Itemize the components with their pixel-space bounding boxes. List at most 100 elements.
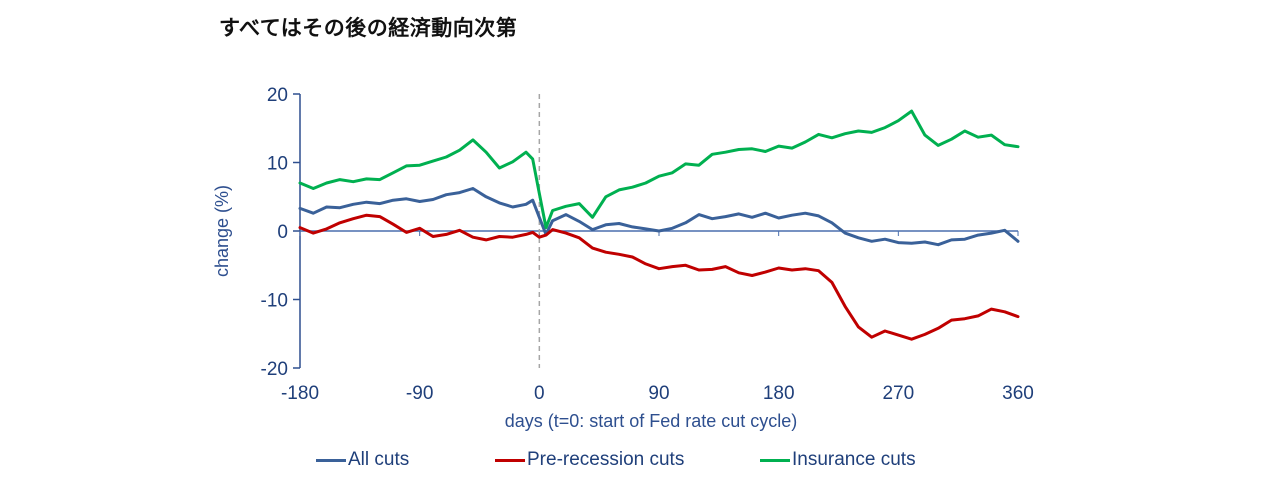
data-point-all-cuts [777,216,780,220]
data-point-insurance-cuts [617,188,621,192]
data-point-all-cuts [976,233,980,237]
data-point-all-cuts [764,212,767,215]
data-point-insurance-cuts [484,151,488,154]
data-point-insurance-cuts [883,126,887,129]
data-point-all-cuts [312,212,315,215]
data-point-all-cuts [352,203,355,206]
data-point-pre-recession-cuts [750,274,754,277]
data-point-insurance-cuts [544,226,548,229]
y-tick-label: 10 [267,154,288,175]
legend-item-insurance-cuts: Insurance cuts [760,449,916,471]
data-point-pre-recession-cuts [737,271,740,274]
data-point-pre-recession-cuts [764,270,767,274]
data-point-insurance-cuts [976,136,980,139]
data-point-all-cuts [325,205,328,209]
data-point-pre-recession-cuts [817,269,820,272]
data-point-insurance-cuts [724,151,727,154]
data-point-pre-recession-cuts [418,227,421,230]
legend: All cuts Pre-recession cuts Insurance cu… [0,449,1263,475]
data-point-insurance-cuts [445,155,448,159]
data-point-pre-recession-cuts [511,236,514,239]
data-point-all-cuts [564,213,568,216]
data-point-insurance-cuts [631,186,634,189]
data-point-pre-recession-cuts [804,267,807,270]
data-point-all-cuts [950,238,953,242]
data-point-insurance-cuts [564,205,568,208]
x-axis-title: days (t=0: start of Fed rate cut cycle) [505,411,798,431]
data-point-all-cuts [644,227,647,231]
data-point-pre-recession-cuts [1003,310,1006,313]
data-point-all-cuts [405,197,408,200]
data-point-all-cuts [445,193,448,196]
data-point-pre-recession-cuts [551,228,554,231]
data-point-all-cuts [551,219,554,222]
data-point-all-cuts [604,223,607,226]
data-point-insurance-cuts [604,195,607,198]
data-point-pre-recession-cuts [352,217,355,220]
data-point-all-cuts [431,198,435,201]
data-point-pre-recession-cuts [391,223,395,226]
data-point-all-cuts [498,201,501,205]
x-tick-label: 0 [534,383,545,404]
data-point-all-cuts [511,205,514,209]
data-point-insurance-cuts [657,175,661,178]
x-tick-label: -180 [281,383,319,404]
data-point-pre-recession-cuts [617,253,621,256]
data-point-insurance-cuts [524,151,528,154]
data-point-all-cuts [963,238,966,241]
data-point-pre-recession-cuts [631,255,634,259]
data-point-pre-recession-cuts [531,231,534,234]
legend-swatch-all-cuts [316,458,346,462]
data-point-insurance-cuts [471,138,475,142]
data-point-all-cuts [737,212,740,216]
data-point-insurance-cuts [431,159,435,163]
data-point-insurance-cuts [1016,145,1020,148]
data-point-pre-recession-cuts [405,231,408,234]
data-point-insurance-cuts [591,216,594,219]
data-point-insurance-cuts [511,160,514,163]
data-point-pre-recession-cuts [976,314,980,318]
data-point-insurance-cuts [365,177,368,181]
data-point-all-cuts [804,212,807,215]
data-point-all-cuts [697,213,701,216]
data-point-all-cuts [790,214,794,217]
data-point-all-cuts [631,225,634,229]
data-point-insurance-cuts [644,181,647,185]
data-point-insurance-cuts [405,164,408,168]
data-point-all-cuts [910,242,913,245]
data-point-pre-recession-cuts [910,338,913,341]
data-point-pre-recession-cuts [564,231,568,235]
data-point-all-cuts [817,214,820,218]
y-tick-label: 20 [267,85,288,106]
data-point-pre-recession-cuts [458,229,461,232]
data-point-insurance-cuts [830,136,834,139]
data-point-insurance-cuts [790,146,794,150]
data-point-pre-recession-cuts [325,227,328,231]
data-point-all-cuts [857,236,860,239]
data-point-pre-recession-cuts [684,264,687,267]
series-line-insurance-cuts [298,109,1020,230]
data-point-pre-recession-cuts [431,235,435,238]
data-point-pre-recession-cuts [378,215,381,218]
data-point-all-cuts [883,238,887,241]
legend-label-insurance-cuts: Insurance cuts [792,449,916,470]
y-axis-title: change (%) [212,185,232,277]
data-point-insurance-cuts [817,133,820,136]
y-tick-label: 0 [277,222,288,243]
data-point-insurance-cuts [937,144,940,147]
data-point-insurance-cuts [671,171,674,174]
data-point-insurance-cuts [418,164,421,167]
data-point-all-cuts [418,200,421,203]
data-point-pre-recession-cuts [843,305,847,308]
data-point-insurance-cuts [684,162,687,166]
data-point-pre-recession-cuts [298,226,302,229]
data-point-all-cuts [990,231,993,235]
data-point-pre-recession-cuts [671,265,674,268]
data-point-insurance-cuts [338,178,342,181]
data-point-insurance-cuts [697,164,701,167]
data-point-all-cuts [578,220,581,223]
data-point-pre-recession-cuts [365,214,368,217]
legend-item-pre-recession-cuts: Pre-recession cuts [495,449,684,471]
data-point-insurance-cuts [578,202,581,205]
